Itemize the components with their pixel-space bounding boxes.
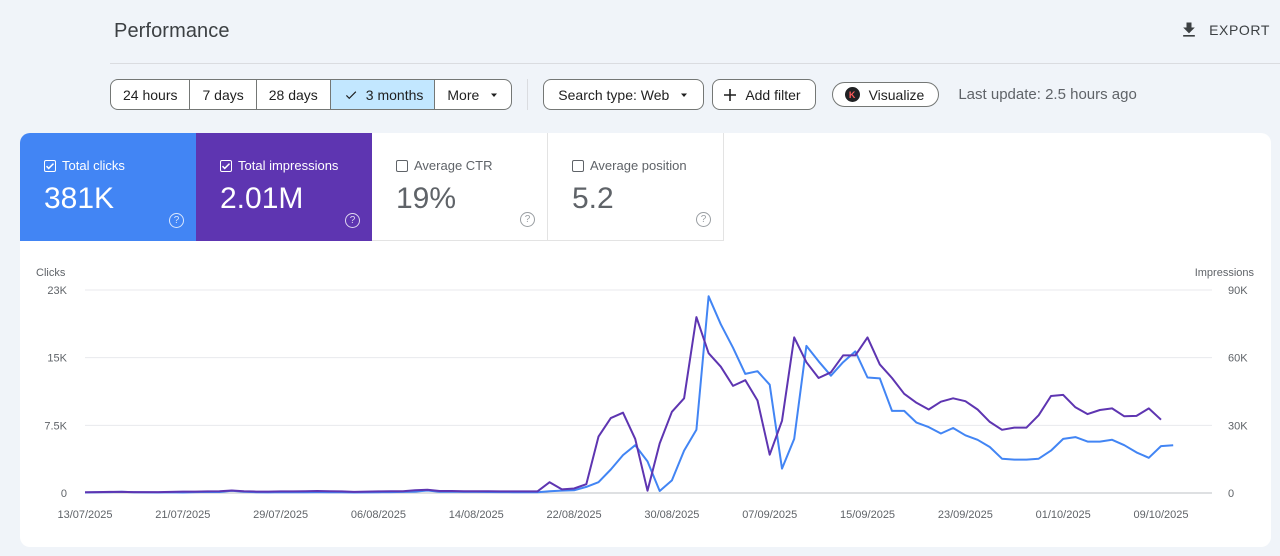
x-tick-label: 09/10/2025 [1133, 509, 1188, 521]
range-7-days[interactable]: 7 days [190, 80, 257, 109]
filter-toolbar: 24 hours 7 days 28 days 3 months More Se… [110, 79, 1137, 110]
metric-label-row: Average position [572, 158, 687, 173]
y-left-tick-label: 23K [47, 285, 67, 297]
x-tick-label: 23/09/2025 [938, 509, 993, 521]
x-tick-label: 06/08/2025 [351, 509, 406, 521]
header-divider [110, 63, 1280, 64]
help-icon[interactable]: ? [169, 213, 184, 228]
x-tick-label: 21/07/2025 [155, 509, 210, 521]
series-line-impressions [84, 316, 1162, 494]
y-right-tick-label: 0 [1228, 488, 1234, 500]
export-button[interactable]: EXPORT [1179, 20, 1270, 40]
chart-svg: Clicks Impressions 0 0 7.5K 30K 15K 60K 23K 90K 13… [36, 267, 1255, 521]
metric-tabs: Total clicks 381K ? Total impressions 2.… [20, 133, 724, 241]
y-right-axis-title: Impressions [1195, 267, 1255, 279]
checkbox-unchecked-icon[interactable] [572, 159, 584, 172]
date-range-selector: 24 hours 7 days 28 days 3 months More [110, 79, 513, 110]
add-filter-label: Add filter [745, 86, 801, 103]
metric-label: Total impressions [238, 158, 339, 173]
x-tick-label: 01/10/2025 [1036, 509, 1091, 521]
checkbox-checked-icon[interactable] [220, 159, 232, 172]
x-tick-label: 14/08/2025 [449, 509, 504, 521]
metric-value: 5.2 [572, 182, 614, 215]
last-update-text: Last update: 2.5 hours ago [958, 86, 1137, 103]
check-icon [345, 90, 357, 99]
help-icon[interactable]: ? [345, 213, 360, 228]
y-right-tick-label: 30K [1228, 420, 1248, 432]
checkbox-checked-icon[interactable] [44, 159, 56, 172]
metric-average-position[interactable]: Average position 5.2 ? [548, 133, 724, 241]
caret-down-icon [681, 93, 688, 97]
metric-value: 381K [44, 182, 115, 215]
range-3-months-label: 3 months [365, 86, 424, 103]
caret-down-icon [491, 93, 498, 97]
metric-label-row: Average CTR [396, 158, 493, 173]
range-28-days[interactable]: 28 days [257, 80, 331, 109]
y-left-axis-title: Clicks [36, 267, 66, 279]
download-icon [1183, 22, 1195, 37]
toolbar-separator [527, 79, 529, 110]
performance-chart: Clicks Impressions 0 0 7.5K 30K 15K 60K 23K 90K 13… [20, 253, 1271, 547]
x-tick-label: 07/09/2025 [742, 509, 797, 521]
series-line-clicks [84, 295, 1174, 494]
x-tick-label: 30/08/2025 [644, 509, 699, 521]
x-tick-label: 15/09/2025 [840, 509, 895, 521]
page-header: Performance EXPORT [0, 0, 1280, 64]
help-icon[interactable]: ? [520, 212, 535, 227]
range-24-hours[interactable]: 24 hours [111, 80, 191, 109]
metric-label: Average CTR [414, 158, 493, 173]
range-3-months[interactable]: 3 months [330, 80, 436, 109]
visualize-button[interactable]: K Visualize [831, 82, 940, 107]
visualize-logo-icon: K [844, 87, 860, 102]
metric-label: Total clicks [62, 158, 125, 173]
x-tick-label: 13/07/2025 [57, 509, 112, 521]
metric-label-row: Total impressions [220, 158, 338, 173]
metric-value: 2.01M [220, 182, 304, 215]
y-left-tick-label: 0 [61, 488, 67, 500]
page-title: Performance [114, 20, 230, 42]
metric-label-row: Total clicks [44, 158, 125, 173]
search-type-dropdown[interactable]: Search type: Web [543, 79, 705, 110]
plus-icon [724, 88, 737, 101]
export-label: EXPORT [1209, 22, 1270, 38]
x-tick-label: 29/07/2025 [253, 509, 308, 521]
y-left-tick-label: 7.5K [44, 420, 67, 432]
metric-value: 19% [396, 182, 457, 215]
visualize-label: Visualize [868, 86, 925, 103]
checkbox-unchecked-icon[interactable] [396, 159, 408, 172]
range-more-dropdown[interactable]: More [435, 80, 511, 109]
performance-card: Total clicks 381K ? Total impressions 2.… [20, 133, 1271, 547]
search-type-label: Search type: Web [558, 86, 670, 103]
y-left-tick-label: 15K [47, 353, 67, 365]
y-right-tick-label: 60K [1228, 353, 1248, 365]
add-filter-button[interactable]: Add filter [712, 79, 816, 110]
range-more-label: More [447, 86, 480, 103]
metric-label: Average position [590, 158, 687, 173]
metric-average-ctr[interactable]: Average CTR 19% ? [372, 133, 548, 241]
x-tick-label: 22/08/2025 [547, 509, 602, 521]
help-icon[interactable]: ? [696, 212, 711, 227]
metric-total-impressions[interactable]: Total impressions 2.01M ? [196, 133, 372, 241]
metric-total-clicks[interactable]: Total clicks 381K ? [20, 133, 196, 241]
y-right-tick-label: 90K [1228, 285, 1248, 297]
